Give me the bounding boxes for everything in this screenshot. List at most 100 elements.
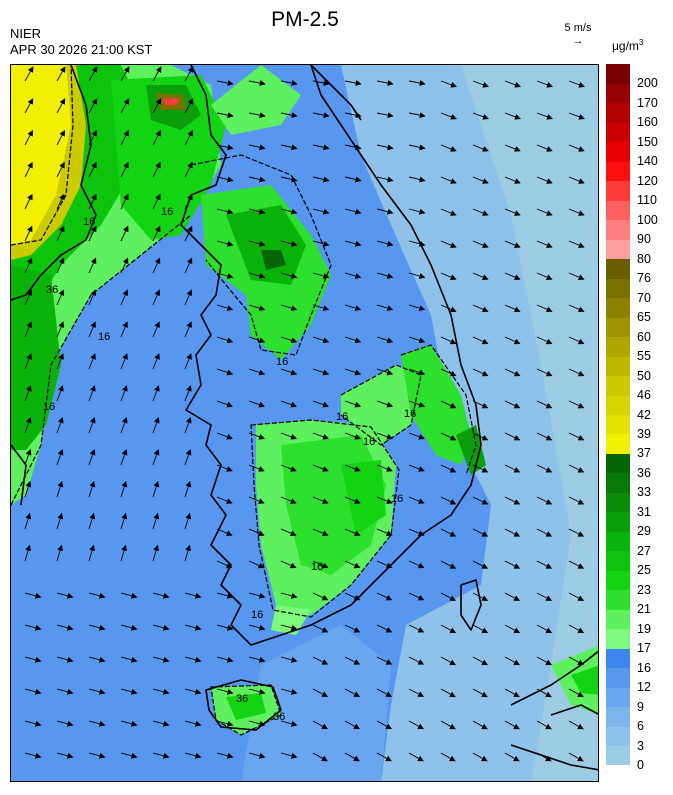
wind-arrow [152, 225, 161, 242]
wind-arrow [56, 98, 66, 114]
wind-arrow [472, 624, 489, 633]
wind-arrow [56, 66, 66, 82]
legend-swatch [606, 317, 630, 338]
legend-swatch [606, 687, 630, 708]
wind-arrow [152, 161, 161, 178]
wind-arrow [472, 400, 489, 409]
wind-arrow [120, 416, 128, 434]
legend-level-label: 29 [637, 524, 651, 539]
wind-arrow [184, 512, 192, 530]
legend-level-label: 50 [637, 368, 651, 383]
wind-arrow [56, 544, 63, 562]
legend-level-label: 39 [637, 426, 651, 441]
wind-arrow [344, 80, 362, 86]
wind-arrow [440, 80, 457, 88]
legend-swatch [606, 492, 630, 513]
wind-arrow [504, 752, 520, 762]
pm25-map[interactable]: 16 16 16 16 16 16 16 16 16 16 16 36 36 36 [10, 64, 599, 782]
wind-arrow [376, 528, 393, 537]
wind-arrow [56, 512, 64, 530]
wind-arrow [24, 257, 33, 274]
wind-arrow [88, 193, 97, 210]
wind-arrow [248, 304, 266, 312]
wind-arrow [312, 336, 330, 344]
wind-arrow [280, 304, 298, 312]
wind-arrow [88, 544, 95, 562]
wind-reference-label: 5 m/s [564, 22, 592, 34]
wind-arrow [24, 193, 33, 210]
wind-arrow [408, 592, 425, 601]
wind-arrow [248, 112, 266, 119]
wind-arrow [344, 240, 362, 247]
wind-arrow [536, 592, 553, 601]
legend-level-label: 200 [637, 76, 658, 91]
wind-arrow [280, 144, 298, 151]
wind-arrow [248, 336, 266, 344]
wind-arrow [120, 544, 127, 562]
wind-arrow [24, 161, 33, 178]
legend-level-label: 37 [637, 446, 651, 461]
wind-arrow [248, 464, 265, 472]
wind-arrow [568, 528, 585, 537]
wind-arrow [152, 66, 162, 82]
wind-arrow [216, 144, 234, 151]
wind-arrow [536, 240, 553, 248]
wind-arrow [24, 129, 33, 146]
legend-level-label: 3 [637, 738, 644, 753]
legend-swatch [606, 648, 630, 669]
wind-arrow [440, 176, 457, 184]
wind-arrow [120, 480, 128, 498]
wind-arrow [24, 624, 42, 631]
wind-arrow [344, 464, 361, 472]
wind-arrow [312, 496, 329, 504]
coastline [205, 679, 282, 731]
wind-arrow [216, 400, 234, 408]
wind-arrow [344, 144, 362, 151]
wind-arrow [120, 752, 138, 759]
legend-swatch [606, 219, 630, 240]
wind-arrow [504, 528, 521, 537]
wind-arrow [504, 656, 520, 666]
wind-arrow [568, 592, 585, 601]
contour-label: 36 [236, 693, 248, 705]
legend-unit: μg/m3 [612, 38, 643, 53]
wind-arrow [216, 752, 234, 759]
legend-swatch [606, 706, 630, 727]
wind-arrow [536, 688, 552, 698]
wind-arrow [152, 353, 160, 370]
wind-arrow [24, 656, 42, 663]
wind-arrow [344, 752, 360, 762]
pm25-field-patch [456, 425, 486, 475]
wind-arrow [376, 624, 393, 633]
wind-arrow [184, 129, 193, 146]
wind-arrow [568, 496, 585, 505]
wind-arrow [184, 321, 192, 338]
wind-arrow [440, 624, 457, 633]
wind-arrow [440, 528, 457, 537]
wind-arrow [472, 240, 489, 248]
coastline [11, 444, 27, 506]
wind-arrow [408, 432, 425, 440]
wind-arrow [568, 80, 585, 88]
wind-arrow [536, 112, 553, 120]
contour-label: 16 [276, 356, 288, 368]
wind-arrow [88, 656, 106, 663]
wind-arrow [344, 688, 361, 697]
wind-arrow [152, 480, 160, 498]
wind-arrow [440, 688, 456, 698]
wind-arrow [88, 592, 106, 599]
wind-arrow [280, 336, 298, 344]
wind-arrow [88, 448, 96, 466]
wind-arrow [280, 720, 298, 727]
wind-arrow [408, 208, 426, 215]
wind-arrow [88, 416, 96, 434]
legend-swatch [606, 589, 630, 610]
legend-level-label: 0 [637, 758, 644, 772]
wind-arrow [216, 368, 234, 376]
wind-arrow [120, 592, 138, 599]
wind-arrow [344, 112, 362, 119]
wind-arrow [536, 624, 553, 633]
wind-arrow [152, 385, 160, 402]
wind-arrow [568, 304, 585, 313]
wind-arrow [536, 208, 553, 216]
